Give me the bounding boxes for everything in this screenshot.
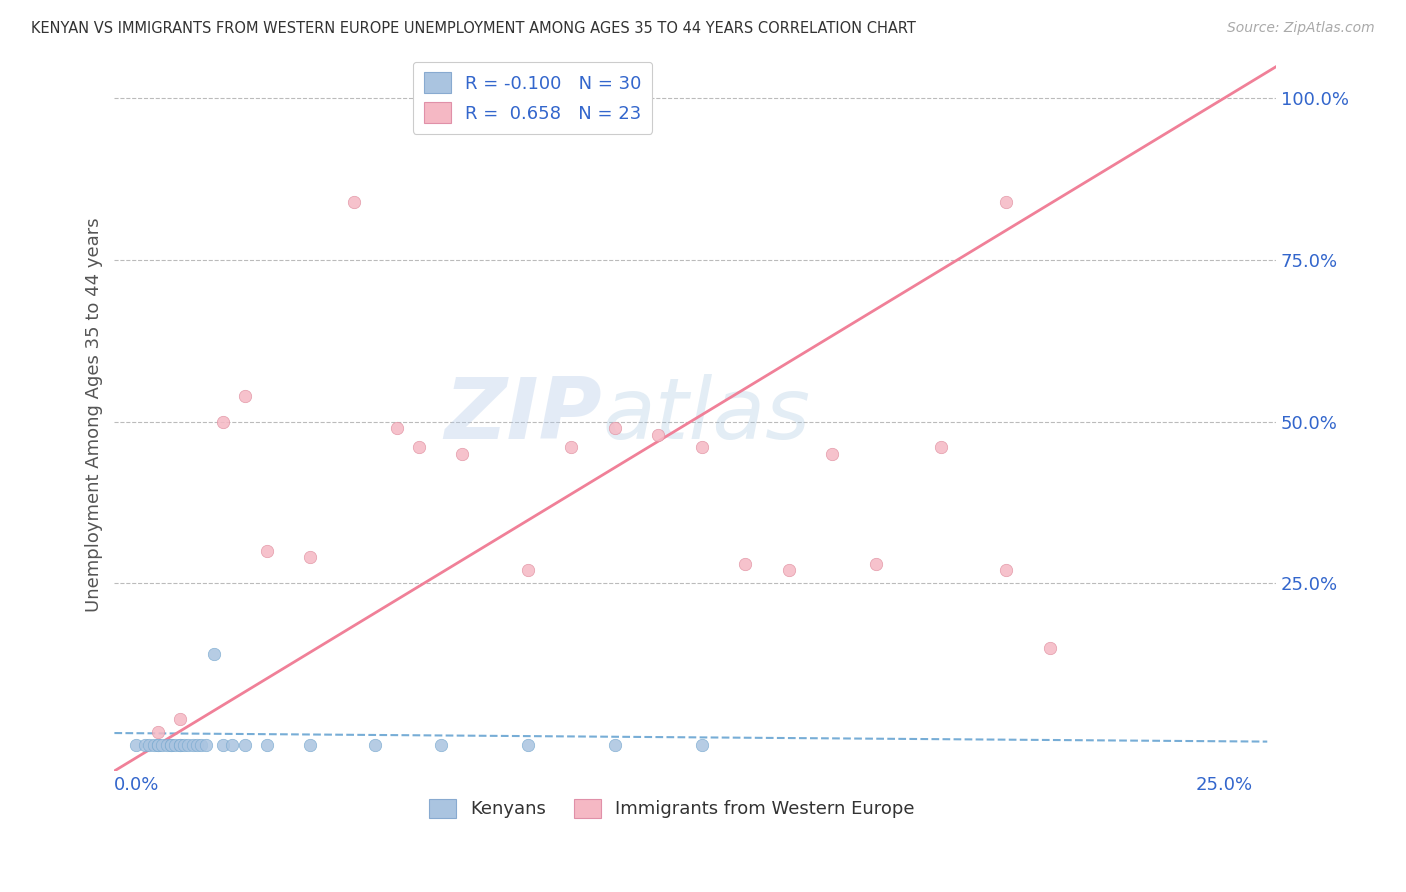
Point [146,725,169,739]
Point [212,738,235,752]
Text: KENYAN VS IMMIGRANTS FROM WESTERN EUROPE UNEMPLOYMENT AMONG AGES 35 TO 44 YEARS : KENYAN VS IMMIGRANTS FROM WESTERN EUROPE… [31,21,915,36]
Point [299,550,322,565]
Point [233,738,256,752]
Point [165,738,187,752]
Point [385,421,408,435]
Point [865,557,887,571]
Point [995,563,1018,577]
Point [194,738,217,752]
Text: Source: ZipAtlas.com: Source: ZipAtlas.com [1227,21,1375,35]
Point [177,738,200,752]
Point [995,194,1018,209]
Point [929,441,952,455]
Point [256,738,278,752]
Point [734,557,756,571]
Point [603,421,626,435]
Point [1039,640,1062,655]
Point [186,738,208,752]
Point [142,738,165,752]
Point [150,738,173,752]
Point [778,563,800,577]
Text: atlas: atlas [602,374,810,457]
Point [169,738,191,752]
Point [408,441,430,455]
Point [233,389,256,403]
Point [429,738,451,752]
Point [647,427,669,442]
Point [364,738,387,752]
Y-axis label: Unemployment Among Ages 35 to 44 years: Unemployment Among Ages 35 to 44 years [86,218,103,613]
Point [160,738,183,752]
Point [560,441,582,455]
Point [125,738,148,752]
Point [516,563,538,577]
Point [146,738,169,752]
Point [156,738,179,752]
Point [690,738,713,752]
Point [821,447,844,461]
Point [138,738,160,752]
Point [299,738,322,752]
Point [134,738,156,752]
Point [146,738,169,752]
Point [516,738,538,752]
Point [173,738,195,752]
Legend: Kenyans, Immigrants from Western Europe: Kenyans, Immigrants from Western Europe [422,792,922,826]
Point [169,738,191,752]
Point [204,648,226,662]
Point [451,447,474,461]
Point [690,441,713,455]
Point [221,738,243,752]
Point [256,544,278,558]
Point [343,194,366,209]
Point [181,738,204,752]
Point [190,738,212,752]
Point [169,712,191,726]
Point [603,738,626,752]
Point [160,738,183,752]
Point [212,415,235,429]
Text: ZIP: ZIP [444,374,602,457]
